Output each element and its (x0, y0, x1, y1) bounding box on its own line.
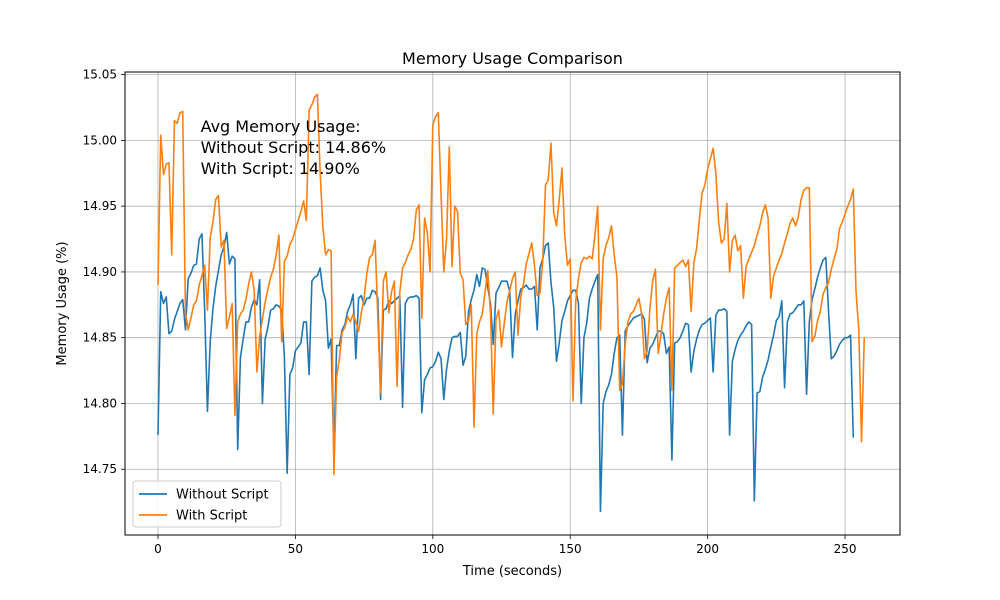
x-tick-label: 150 (559, 542, 582, 556)
y-tick-label: 14.85 (83, 331, 117, 345)
y-tick-label: 15.00 (83, 133, 117, 147)
y-tick-label: 14.80 (83, 396, 117, 410)
y-tick-label: 14.90 (83, 265, 117, 279)
annotation-line-2: Without Script: 14.86% (201, 138, 387, 157)
legend: Without Script With Script (132, 480, 282, 528)
average-annotation: Avg Memory Usage: Without Script: 14.86%… (201, 117, 387, 178)
x-tick-label: 200 (696, 542, 719, 556)
series-line-with-script (157, 93, 866, 476)
legend-label: With Script (176, 509, 247, 524)
x-axis-label: Time (seconds) (462, 564, 562, 579)
series-line-without-script (157, 231, 855, 513)
legend-label: Without Script (176, 488, 269, 503)
plot-frame (124, 71, 901, 536)
annotation-line-3: With Script: 14.90% (201, 159, 360, 178)
axis-ticks: 0 50 100 150 200 250 14.75 14.80 14.85 14.90 14.95… (83, 68, 857, 556)
x-tick-label: 0 (154, 542, 162, 556)
y-axis-label: Memory Usage (%) (55, 241, 70, 365)
y-tick-label: 15.05 (83, 68, 117, 82)
annotation-line-1: Avg Memory Usage: (201, 117, 361, 136)
y-tick-label: 14.95 (83, 199, 117, 213)
x-tick-label: 50 (288, 542, 303, 556)
y-tick-label: 14.75 (83, 462, 117, 476)
x-tick-label: 100 (421, 542, 444, 556)
x-tick-label: 250 (834, 542, 857, 556)
legend-box (132, 480, 282, 528)
series-layer (157, 93, 866, 513)
chart-title: Memory Usage Comparison (402, 49, 623, 68)
